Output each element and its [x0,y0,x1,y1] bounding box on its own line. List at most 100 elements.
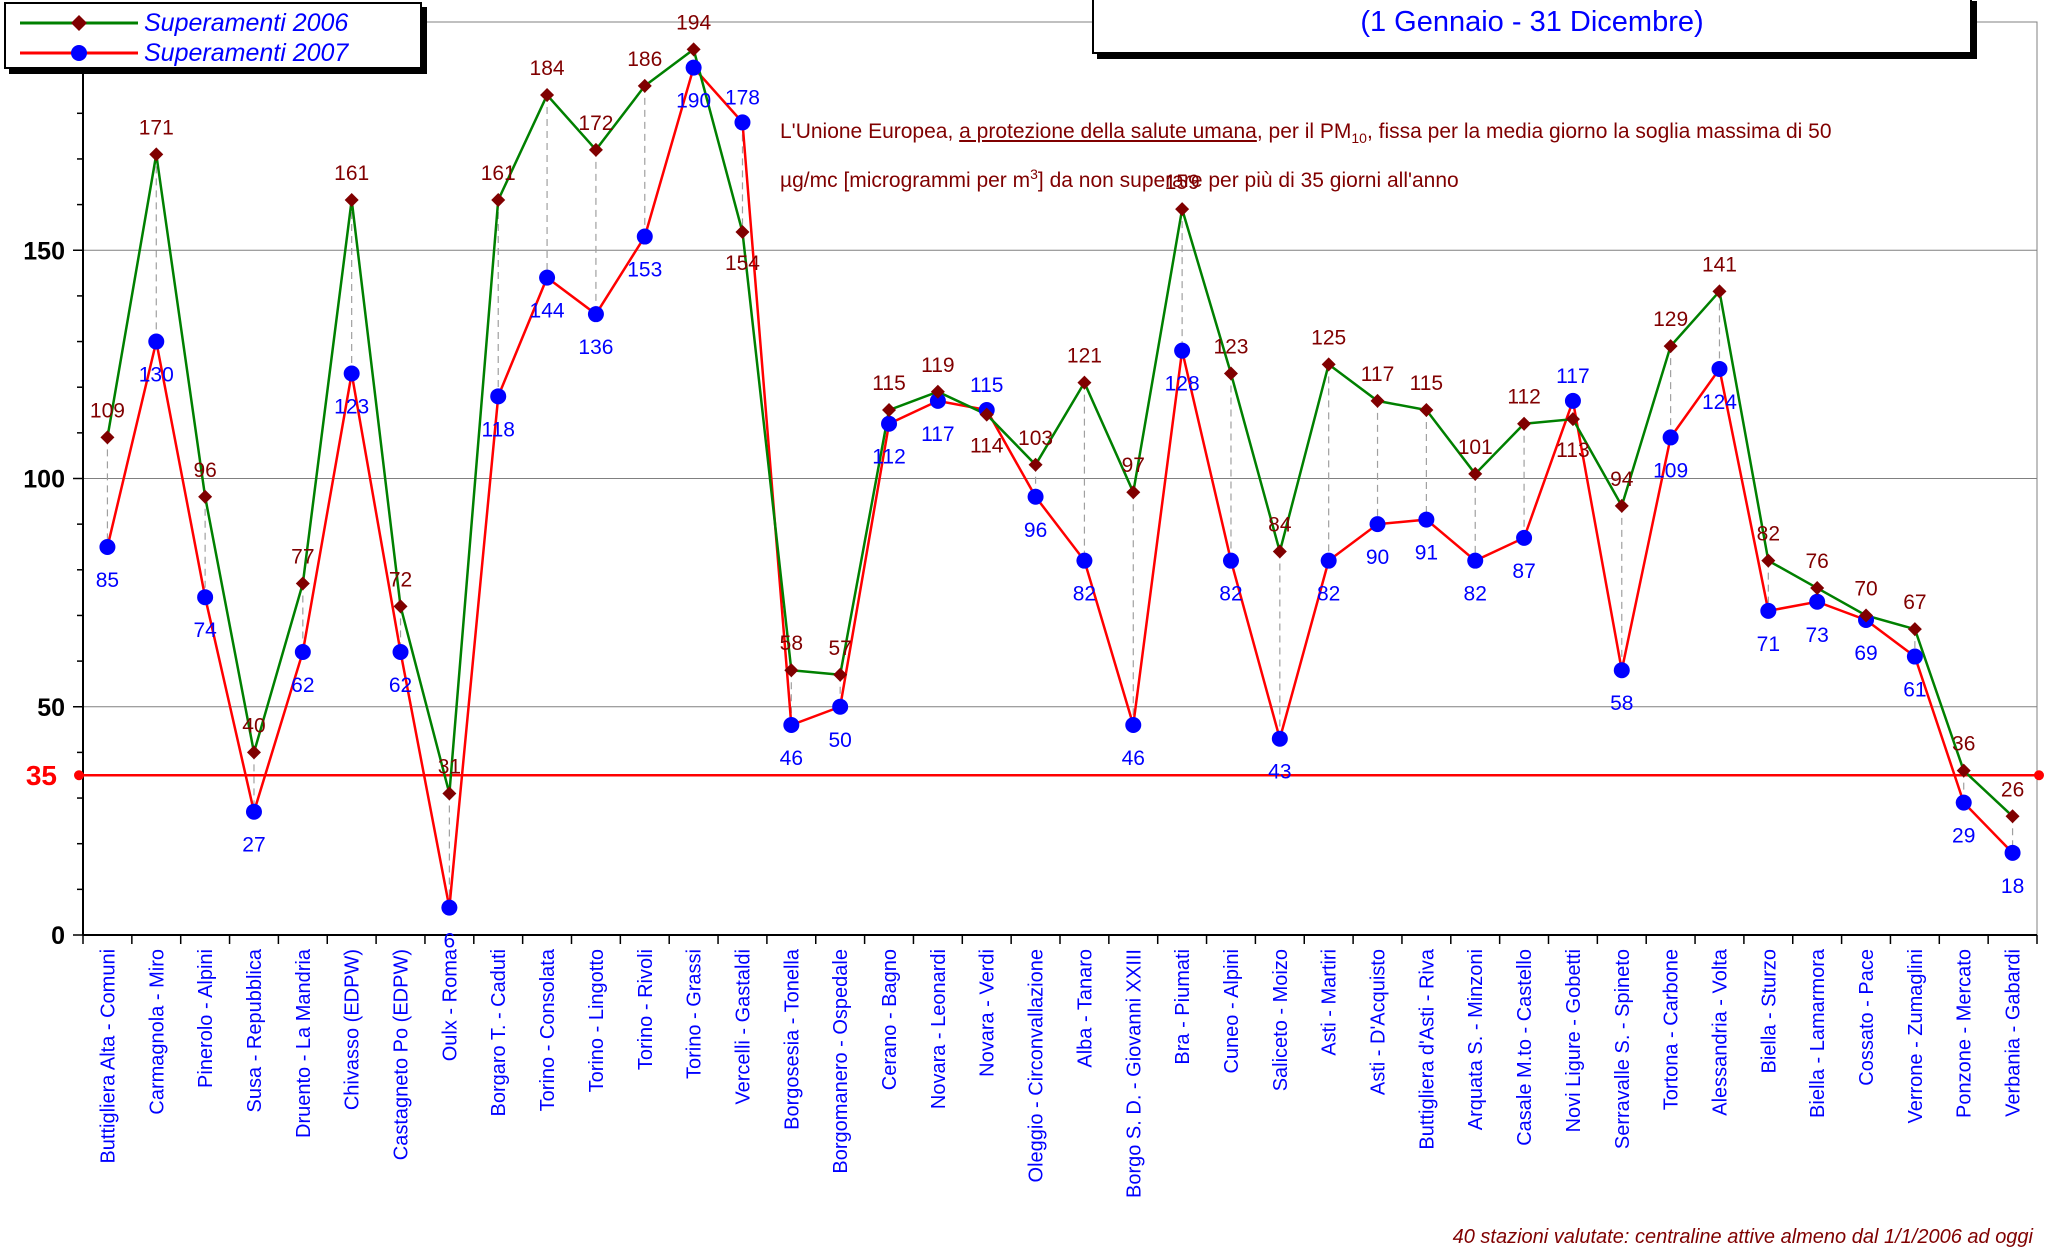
threshold-marker-left [74,770,84,780]
point-2006 [1077,376,1091,390]
point-2007 [1956,795,1972,811]
point-2007 [1711,361,1727,377]
x-tick-label: Cuneo - Alpini [1221,949,1243,1074]
x-tick-label: Cerano - Bagno [879,949,901,1090]
x-tick-label: Cossato - Pace [1856,949,1878,1086]
data-label-2006: 161 [481,162,516,185]
note-part4: µg/mc [microgrammi per m [780,169,1030,192]
data-label-2006: 112 [1507,386,1540,409]
point-2006 [442,786,456,800]
data-label-2006: 70 [1854,577,1877,600]
point-2007 [441,900,457,916]
point-2007 [1028,489,1044,505]
point-2006 [394,599,408,613]
data-label-2007: 82 [1073,583,1096,606]
data-label-2007: 27 [242,834,265,857]
data-label-2006: 161 [334,162,369,185]
point-2006 [1273,545,1287,559]
x-tick-label: Tortona - Carbone [1661,949,1683,1110]
x-tick-label: Borgo S. D. - Giovanni XXIII [1123,949,1145,1198]
data-label-2006: 186 [627,48,662,71]
point-2007 [2005,845,2021,861]
data-label-2006: 103 [1018,427,1053,450]
data-label-2006: 96 [193,459,216,482]
x-tick-label: Bra - Piumati [1172,949,1194,1065]
x-tick-label: Serravalle S. - Spineto [1612,949,1634,1149]
point-2007 [539,270,555,286]
point-2006 [345,193,359,207]
data-label-2007: 178 [725,86,760,109]
data-label-2006: 72 [389,568,412,591]
period-label: (1 Gennaio - 31 Dicembre) [1094,0,1970,44]
point-2006 [198,490,212,504]
point-2007 [1809,594,1825,610]
data-label-2006: 84 [1268,514,1292,537]
point-2006 [1224,367,1238,381]
x-tick-label: Casale M.to - Castello [1514,949,1536,1146]
note-part5: ] da non superare per più di 35 giorni a… [1038,169,1459,192]
legend-label-2006: Superamenti 2006 [144,9,348,38]
legend-item-2007: Superamenti 2007 [20,39,348,67]
point-2006 [882,403,896,417]
data-label-2006: 154 [725,252,760,275]
data-label-2007: 118 [481,418,514,441]
data-label-2007: 115 [970,374,1003,397]
point-2007 [295,644,311,660]
x-tick-label: Biella - Lamarmora [1807,948,1829,1118]
data-label-2007: 46 [780,747,803,770]
point-2007 [1663,429,1679,445]
point-2007 [1321,553,1337,569]
data-label-2007: 61 [1903,679,1926,702]
period-box: (1 Gennaio - 31 Dicembre) [1092,0,1972,54]
note-part2: , per il PM [1257,120,1352,143]
data-label-2006: 129 [1653,308,1688,331]
point-2007 [734,114,750,130]
point-2007 [344,366,360,382]
y-tick-label-100: 100 [23,466,65,494]
point-2006 [491,193,505,207]
point-2006 [735,225,749,239]
point-2006 [296,576,310,590]
point-2006 [1175,202,1189,216]
data-label-2007: 62 [389,674,412,697]
point-2007 [686,60,702,76]
point-2007 [1565,393,1581,409]
point-2007 [1760,603,1776,619]
x-tick-label: Asti - Martiri [1319,949,1341,1056]
x-tick-label: Asti - D'Acquisto [1368,949,1390,1095]
data-label-2006: 115 [872,372,905,395]
data-label-2006: 76 [1805,550,1828,573]
x-tick-label: Biella - Sturzo [1758,949,1780,1074]
data-label-2007: 62 [291,674,314,697]
data-label-2006: 115 [1410,372,1443,395]
point-2006 [1810,581,1824,595]
data-label-2006: 58 [780,632,803,655]
data-label-2006: 119 [921,354,954,377]
point-2007 [1076,553,1092,569]
data-label-2007: 18 [2001,875,2024,898]
point-2006 [149,147,163,161]
x-tick-label: Chivasso (EDPW) [342,949,364,1110]
data-label-2007: 117 [1556,365,1589,388]
legend-item-2006: Superamenti 2006 [20,9,348,37]
data-label-2007: 109 [1653,459,1688,482]
x-tick-label: Druento - La Mandria [293,948,315,1138]
point-2007 [1272,731,1288,747]
x-tick-label: Oulx - Roma [439,948,461,1061]
data-label-2007: 73 [1805,624,1828,647]
point-2007 [490,388,506,404]
data-label-2007: 43 [1268,761,1291,784]
legend-swatch-2006 [20,9,138,37]
point-2007 [1174,343,1190,359]
point-2007 [637,229,653,245]
x-tick-label: Saliceto - Moizo [1270,949,1292,1091]
data-label-2006: 36 [1952,733,1975,756]
data-label-2007: 58 [1610,692,1633,715]
x-tick-label: Verrone - Zumaglini [1905,949,1927,1124]
point-2007 [783,717,799,733]
x-tick-label: Torino - Lingotto [586,949,608,1092]
legend: Superamenti 2006 Superamenti 2007 [4,2,422,69]
data-label-2007: 71 [1757,633,1780,656]
data-label-2006: 94 [1610,468,1634,491]
x-tick-label: Susa - Repubblica [244,948,266,1112]
